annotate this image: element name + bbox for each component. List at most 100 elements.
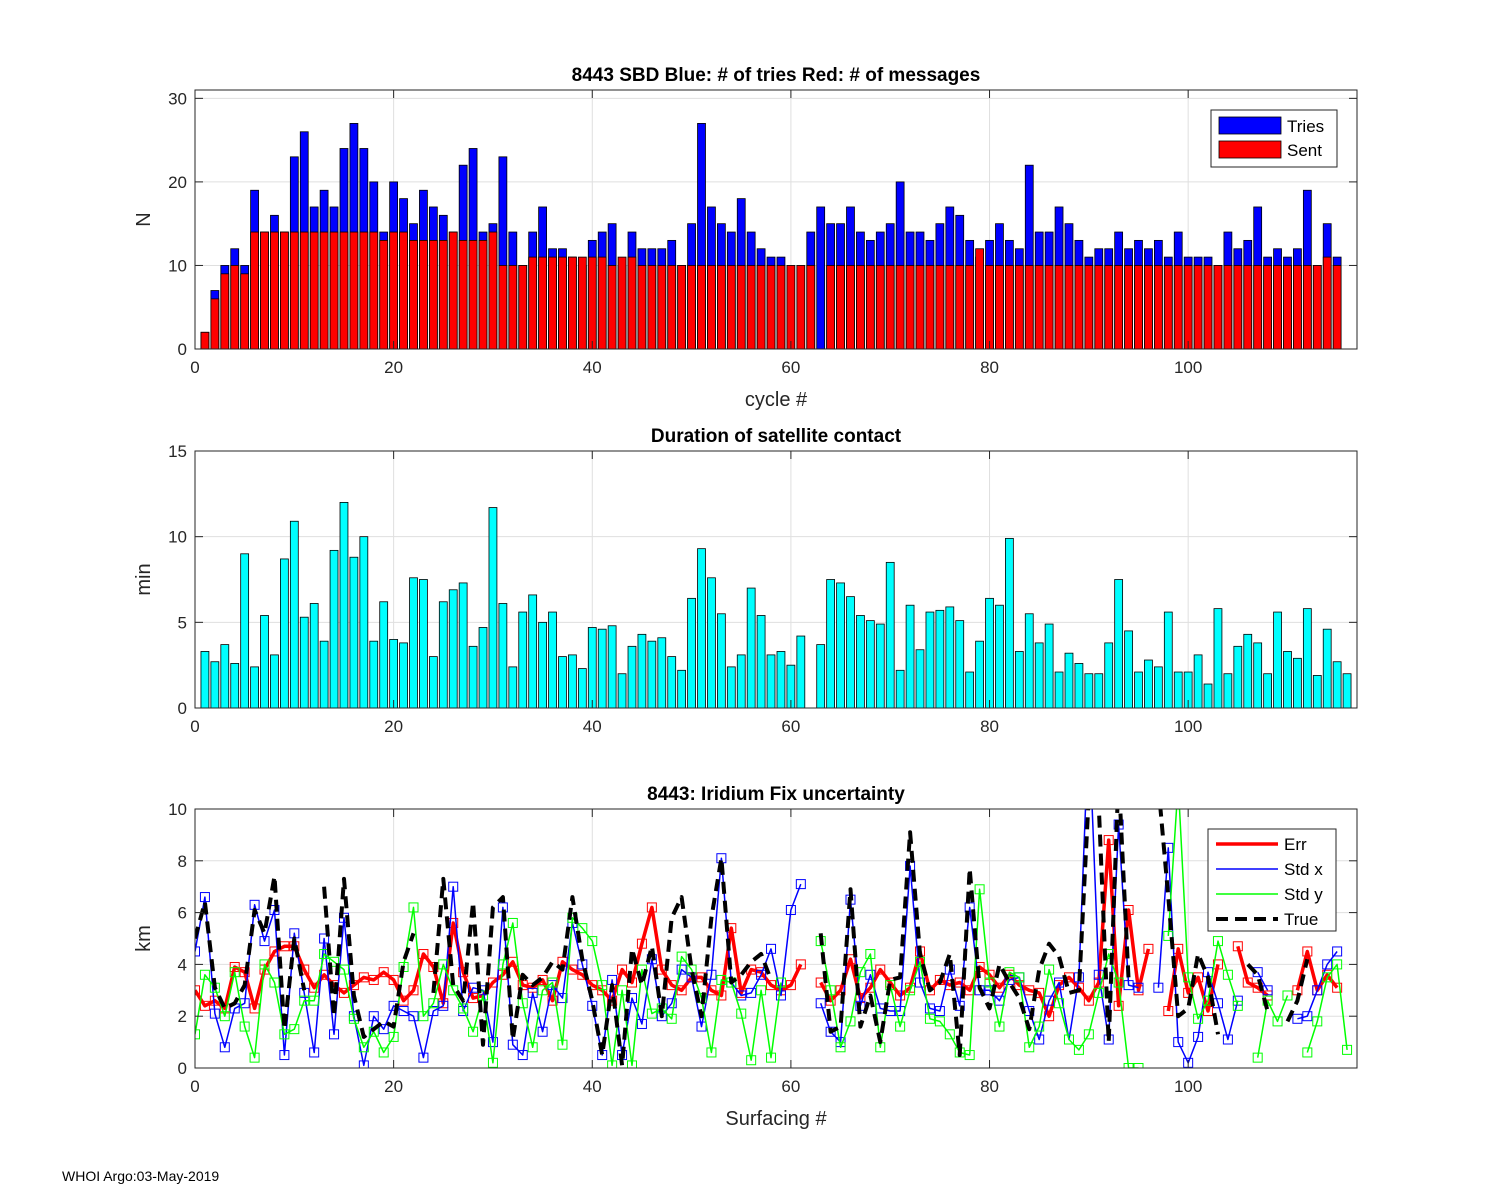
bar	[1332, 661, 1342, 708]
data-point	[746, 1055, 757, 1066]
bar	[885, 561, 895, 708]
bar	[1263, 265, 1272, 349]
bar	[1183, 265, 1193, 349]
data-point	[934, 1006, 945, 1017]
bar	[707, 577, 716, 708]
bar	[1293, 265, 1302, 349]
series-line	[322, 876, 416, 1039]
chart-title: 8443: Iridium Fix uncertainty	[647, 784, 905, 805]
legend-label: Sent	[1287, 141, 1322, 160]
bar	[488, 231, 498, 349]
x-tick-label: 0	[190, 1077, 199, 1096]
bar	[220, 644, 230, 708]
bar	[717, 613, 726, 708]
data-point	[1203, 1006, 1214, 1017]
bar	[260, 231, 269, 349]
series-line	[1167, 809, 1239, 1020]
data-point	[329, 956, 340, 967]
data-point	[487, 1057, 498, 1068]
series-line	[1246, 963, 1270, 1012]
series-line	[819, 888, 1139, 1068]
data-point	[636, 938, 647, 949]
bar	[697, 123, 706, 349]
bar	[816, 206, 826, 349]
y-tick-label: 30	[168, 89, 187, 108]
data-point	[666, 980, 677, 991]
bar	[1223, 673, 1233, 708]
bar	[1034, 642, 1044, 708]
data-point	[785, 980, 796, 991]
data-point	[1332, 946, 1343, 957]
bar	[1223, 265, 1233, 349]
footer-timestamp: WHOI Argo:03-May-2019	[62, 1168, 220, 1184]
data-point	[527, 1042, 538, 1053]
bar	[538, 621, 547, 708]
bar	[1064, 652, 1074, 708]
bar	[627, 256, 637, 349]
bar	[647, 265, 657, 349]
data-point	[229, 967, 240, 978]
legend-swatch	[1218, 116, 1282, 135]
plot-area	[195, 451, 1357, 708]
bar	[538, 256, 547, 349]
x-tick-label: 0	[190, 358, 199, 377]
bar	[607, 625, 617, 708]
data-point	[1232, 941, 1243, 952]
bar	[319, 231, 329, 349]
bar	[468, 239, 478, 349]
bar	[1213, 608, 1223, 708]
bar	[935, 265, 945, 349]
bar	[875, 623, 885, 708]
bar	[687, 265, 696, 349]
chart-3: 0 20 40 60 80 100 0 2 4 6 8 10 8443: Iridium Fix unc…	[133, 784, 1358, 1130]
bar	[1213, 265, 1223, 349]
bar	[498, 156, 508, 349]
bar	[1173, 265, 1183, 349]
bar	[458, 239, 468, 349]
axes-box	[194, 450, 1358, 709]
bar	[1024, 265, 1034, 349]
data-point	[756, 985, 767, 996]
bar	[1014, 265, 1024, 349]
bar	[597, 628, 607, 708]
bar	[677, 669, 687, 708]
bar	[617, 256, 627, 349]
bar	[438, 601, 448, 708]
data-point	[666, 998, 677, 1009]
bar	[399, 231, 408, 349]
data-point	[219, 1011, 230, 1022]
bar	[349, 231, 359, 349]
y-tick-label: 0	[178, 699, 187, 718]
bar	[1253, 642, 1263, 708]
data-point	[547, 977, 558, 988]
data-point	[547, 995, 558, 1006]
series-line	[1158, 809, 1220, 1035]
series-line	[1306, 963, 1348, 1053]
y-tick-label: 6	[178, 904, 187, 923]
x-tick-label: 100	[1174, 358, 1202, 377]
data-point	[597, 980, 608, 991]
bar	[458, 582, 468, 708]
y-tick-label: 2	[178, 1007, 187, 1026]
data-point	[1173, 1037, 1184, 1048]
series-duration	[200, 501, 1352, 708]
bar	[1104, 265, 1114, 349]
data-point	[617, 964, 628, 975]
bar	[637, 265, 647, 349]
series-layer	[200, 501, 1352, 708]
bar	[1342, 673, 1352, 708]
data-point	[775, 990, 786, 1001]
bar	[389, 231, 399, 349]
data-point	[1073, 1044, 1084, 1055]
bar	[568, 256, 577, 349]
data-point	[1252, 1052, 1263, 1063]
data-point	[195, 1029, 200, 1040]
data-point	[517, 998, 528, 1009]
bar	[280, 231, 289, 349]
legend: Err Std x Std y True	[1207, 828, 1337, 932]
bar	[836, 265, 845, 349]
data-point	[1193, 1031, 1204, 1042]
data-point	[736, 1008, 747, 1019]
data-point	[964, 1050, 975, 1061]
data-point	[1054, 998, 1065, 1009]
